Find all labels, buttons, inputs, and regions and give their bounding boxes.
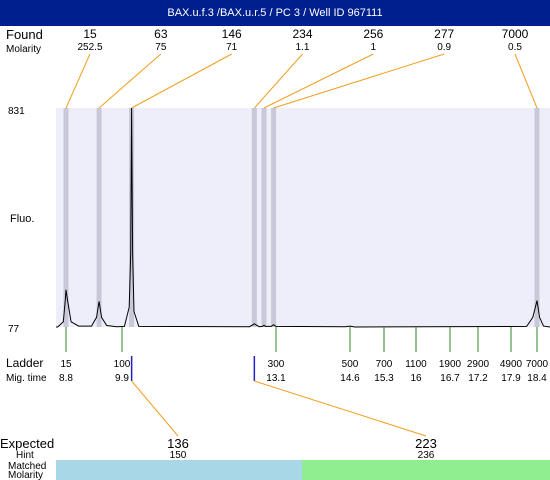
found-size-label: 146 (222, 27, 242, 41)
found-size-label: 234 (292, 27, 312, 41)
ladder-time: 17.2 (468, 373, 488, 384)
hint-label: Hint (16, 450, 34, 461)
ladder-size: 500 (342, 359, 359, 370)
hint-value: 150 (170, 450, 187, 461)
found-callout-line (253, 53, 303, 109)
ladder-size: 7000 (526, 359, 549, 370)
found-callout-line (514, 53, 538, 109)
ladder-time: 15.3 (374, 373, 394, 384)
ladder-time: 17.9 (501, 373, 521, 384)
ladder-size: 15 (60, 359, 72, 370)
found-molarity-value: 1 (371, 42, 377, 53)
found-molarity-value: 0.9 (437, 42, 451, 53)
found-callout-line (263, 53, 374, 109)
ladder-time: 8.8 (59, 373, 73, 384)
mig-time-label: Mig. time (6, 373, 47, 384)
y-axis-label: Fluo. (10, 213, 34, 225)
ladder-size: 700 (376, 359, 393, 370)
found-molarity-value: 1.1 (296, 42, 310, 53)
header-title: BAX.u.f.3 /BAX.u.r.5 / PC 3 / Well ID 96… (167, 7, 383, 19)
y-tick-max: 831 (8, 106, 25, 117)
ladder-size: 2900 (467, 359, 490, 370)
ladder-markers: 15 8.8 100 9.9 300 13.1 500 14.6 700 15.3 1100 16 19… (59, 327, 549, 384)
found-size-label: 277 (434, 27, 454, 41)
ladder-size: 1100 (405, 359, 427, 370)
peak-band (271, 108, 277, 327)
peak-bands (63, 108, 540, 327)
peak-band (534, 108, 540, 327)
found-molarity-label: Molarity (6, 44, 41, 55)
peak-band (261, 108, 267, 327)
y-tick-min: 77 (8, 324, 20, 335)
expected-size: 136 (167, 436, 189, 451)
found-size-label: 256 (363, 27, 383, 41)
ladder-label: Ladder (6, 356, 43, 370)
molarity-bottom-label: Molarity (8, 470, 43, 480)
peak-band (251, 108, 257, 327)
found-size-label: 15 (83, 27, 97, 41)
ladder-size: 300 (268, 359, 285, 370)
found-size-label: 7000 (502, 27, 529, 41)
peak-band (63, 108, 69, 327)
matched-bar-right (302, 460, 550, 480)
found-molarity-value: 252.5 (77, 42, 102, 53)
ladder-time: 16 (410, 373, 422, 384)
ladder-time: 18.4 (527, 373, 547, 384)
ladder-time: 13.1 (266, 373, 286, 384)
ladder-size: 1900 (439, 359, 462, 370)
found-callout-line (65, 53, 91, 109)
fluorescence-trace (56, 107, 550, 328)
expected-callout-line (131, 380, 179, 437)
ladder-time: 16.7 (440, 373, 460, 384)
found-callout-line (98, 53, 162, 109)
peak-band (96, 108, 102, 327)
ladder-size: 4900 (500, 359, 523, 370)
found-molarity-value: 71 (226, 42, 238, 53)
found-callout-line (273, 53, 445, 109)
plot-area (56, 108, 550, 327)
expected-label: Expected (0, 436, 54, 451)
hint-value: 236 (418, 450, 435, 461)
callout-lines (65, 53, 538, 109)
found-molarity-value: 75 (155, 42, 167, 53)
ladder-time: 14.6 (340, 373, 360, 384)
expected-callout-line (254, 380, 427, 437)
ladder-time: 9.9 (115, 373, 129, 384)
found-label: Found (6, 27, 43, 42)
found-molarity-value: 0.5 (508, 42, 522, 53)
matched-label: Matched (8, 461, 46, 472)
expected-size: 223 (415, 436, 437, 451)
found-size-label: 63 (154, 27, 168, 41)
chart-header: BAX.u.f.3 /BAX.u.r.5 / PC 3 / Well ID 96… (0, 0, 550, 26)
found-callout-line (131, 53, 232, 109)
matched-bar-left (56, 460, 302, 480)
ladder-size: 100 (114, 359, 131, 370)
peak-band (129, 108, 135, 327)
